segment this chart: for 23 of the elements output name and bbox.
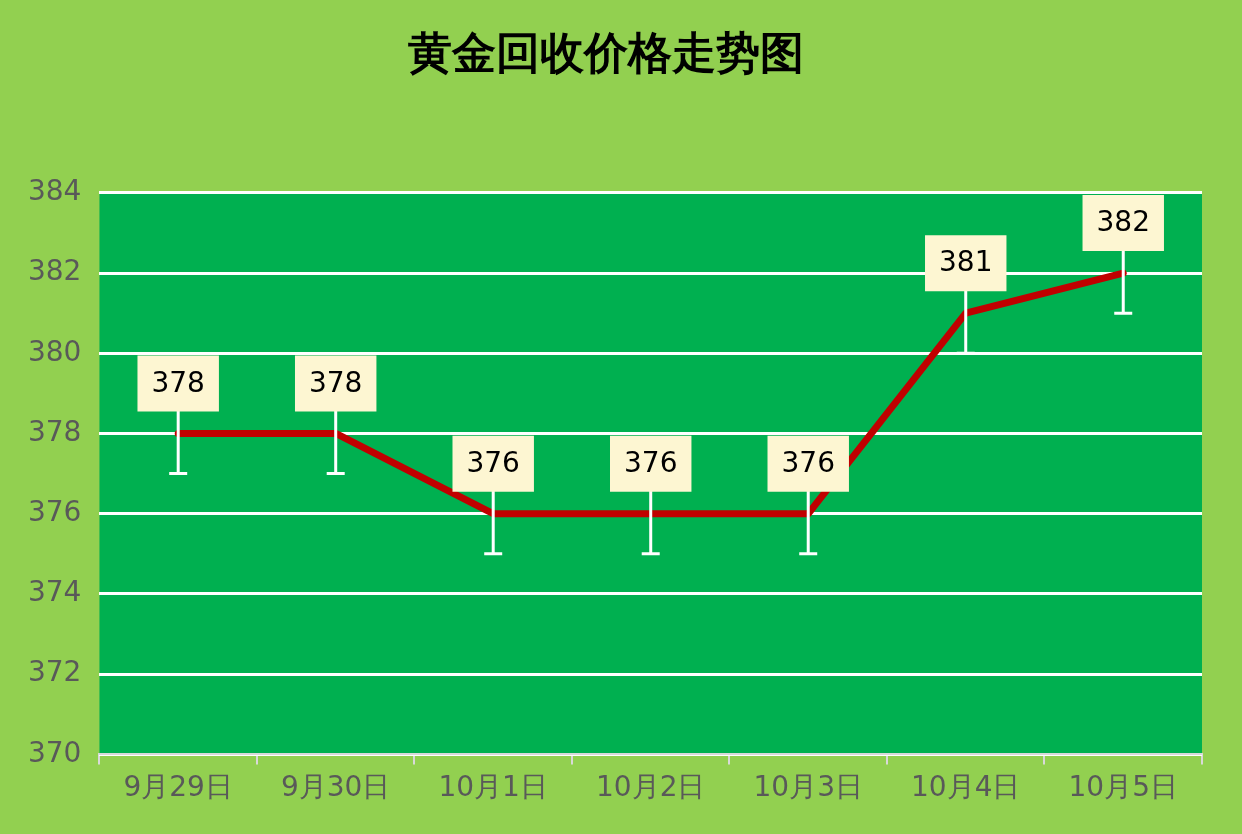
- y-tick-label: 382: [27, 254, 82, 288]
- data-label: 378: [151, 365, 205, 399]
- x-tick-label: 10月4日: [911, 770, 1021, 804]
- chart-title: 黄金回收价格走势图: [408, 26, 804, 78]
- x-tick-label: 10月1日: [438, 770, 548, 804]
- y-tick-label: 372: [27, 655, 82, 689]
- data-label: 376: [466, 446, 520, 479]
- x-tick-label: 10月2日: [596, 770, 706, 804]
- x-tick-label: 9月29日: [123, 770, 233, 804]
- data-label: 376: [624, 446, 678, 479]
- y-tick-label: 384: [27, 174, 82, 208]
- data-label: 382: [1096, 205, 1150, 239]
- data-label: 378: [308, 365, 363, 399]
- y-tick-label: 376: [27, 495, 82, 528]
- x-tick-label: 10月5日: [1068, 770, 1178, 804]
- y-tick-label: 374: [27, 575, 82, 609]
- data-label: 376: [781, 446, 835, 479]
- x-tick-label: 9月30日: [280, 770, 391, 804]
- x-tick-label: 10月3日: [753, 770, 863, 804]
- y-tick-label: 378: [27, 414, 82, 448]
- y-tick-label: 380: [27, 334, 82, 368]
- data-label: 381: [939, 245, 993, 279]
- y-tick-label: 370: [27, 735, 82, 769]
